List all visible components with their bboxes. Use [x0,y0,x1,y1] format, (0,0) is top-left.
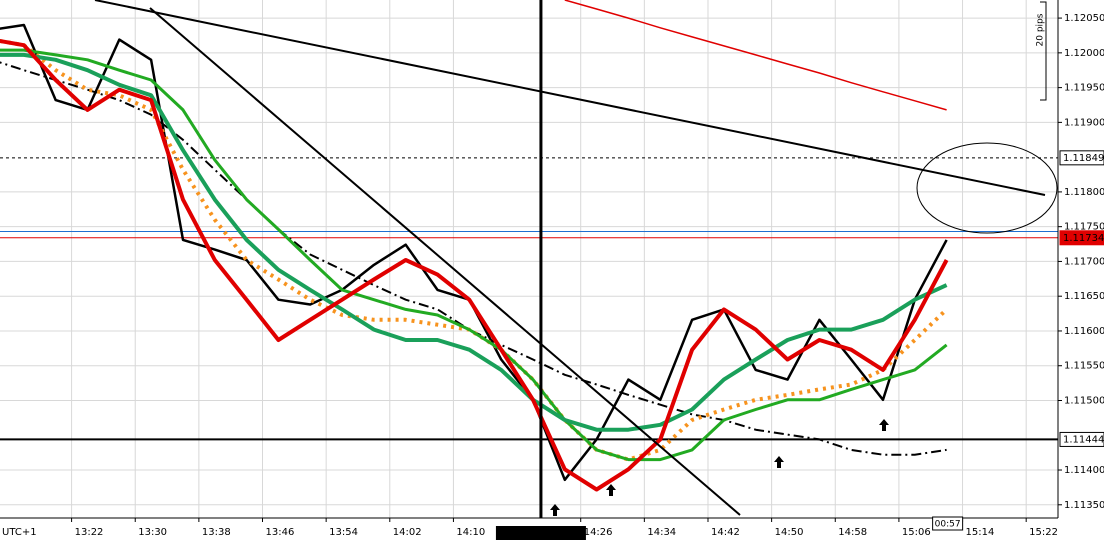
y-tick-label: 1.12050 [1064,13,1104,24]
y-tick-label: 1.11650 [1064,291,1104,302]
range-bracket [1040,1,1047,101]
price-box-label: 1.11849 [1063,153,1104,164]
price-box-label: 1.11444 [1063,434,1104,445]
y-tick-label: 1.11400 [1064,465,1104,476]
x-tick-label: 15:22 [1029,527,1058,538]
x-tick-label: 14:10 [456,527,485,538]
up-arrow [774,456,784,468]
x-tick-label: 13:30 [138,527,167,538]
up-arrow [879,419,889,431]
price-box [1059,230,1104,246]
x-tick-label: 14:02 [393,527,422,538]
plot-area [0,0,1058,518]
indicator-line [0,48,948,462]
price-box [1059,431,1104,447]
x-tick-label: 13:38 [202,527,231,538]
indicator-line [0,38,949,492]
price-box [1059,150,1104,166]
x-tick-label: 13:46 [266,527,295,538]
x-tick-label: 14:42 [711,527,740,538]
y-tick-label: 1.11500 [1064,395,1104,406]
x-tick-label: 15:14 [966,527,995,538]
y-tick-label: 1.11600 [1064,326,1104,337]
up-arrow [606,484,616,496]
x-tick-label: 13:54 [329,527,358,538]
x-tick-label: 14:50 [775,527,804,538]
indicator-line [0,61,947,456]
up-arrow [550,504,560,516]
x-tick-label: 14:26 [584,527,613,538]
highlight-ellipse [916,142,1058,234]
y-tick-label: 1.11700 [1064,256,1104,267]
y-tick-label: 1.11750 [1064,222,1104,233]
y-tick-label: 1.11950 [1064,83,1104,94]
x-tick-label: 15:06 [902,527,931,538]
axes: 1.12050 1.12000 1.11950 1.11900 1.11800 1.117… [71,13,1104,540]
x-tick-label: 13:22 [75,527,104,538]
range-label: 20 pips [1036,13,1046,46]
y-tick-label: 1.11900 [1064,117,1104,128]
grid [0,0,1058,518]
x-tick-label: 14:34 [647,527,676,538]
marks [0,0,1058,518]
crosshair-box [495,526,586,540]
countdown: 00:57 [935,520,961,530]
y-tick-label: 1.12000 [1064,48,1104,59]
x-tick-label: 14:58 [838,527,867,538]
y-tick-label: 1.11350 [1064,500,1104,511]
y-tick-label: 1.11550 [1064,361,1104,372]
trendline [149,7,741,516]
x-axis-label: UTC+1 [2,527,37,538]
y-tick-label: 1.11800 [1064,187,1104,198]
countdown-box [932,516,964,531]
indicator-line [564,0,947,111]
indicator-line [0,52,948,432]
price-box-label: 1.11734 [1063,233,1104,244]
crosshair-label: 23/06/2015 14:21 [496,528,586,539]
trendline [94,0,1046,196]
arrows [550,419,889,516]
